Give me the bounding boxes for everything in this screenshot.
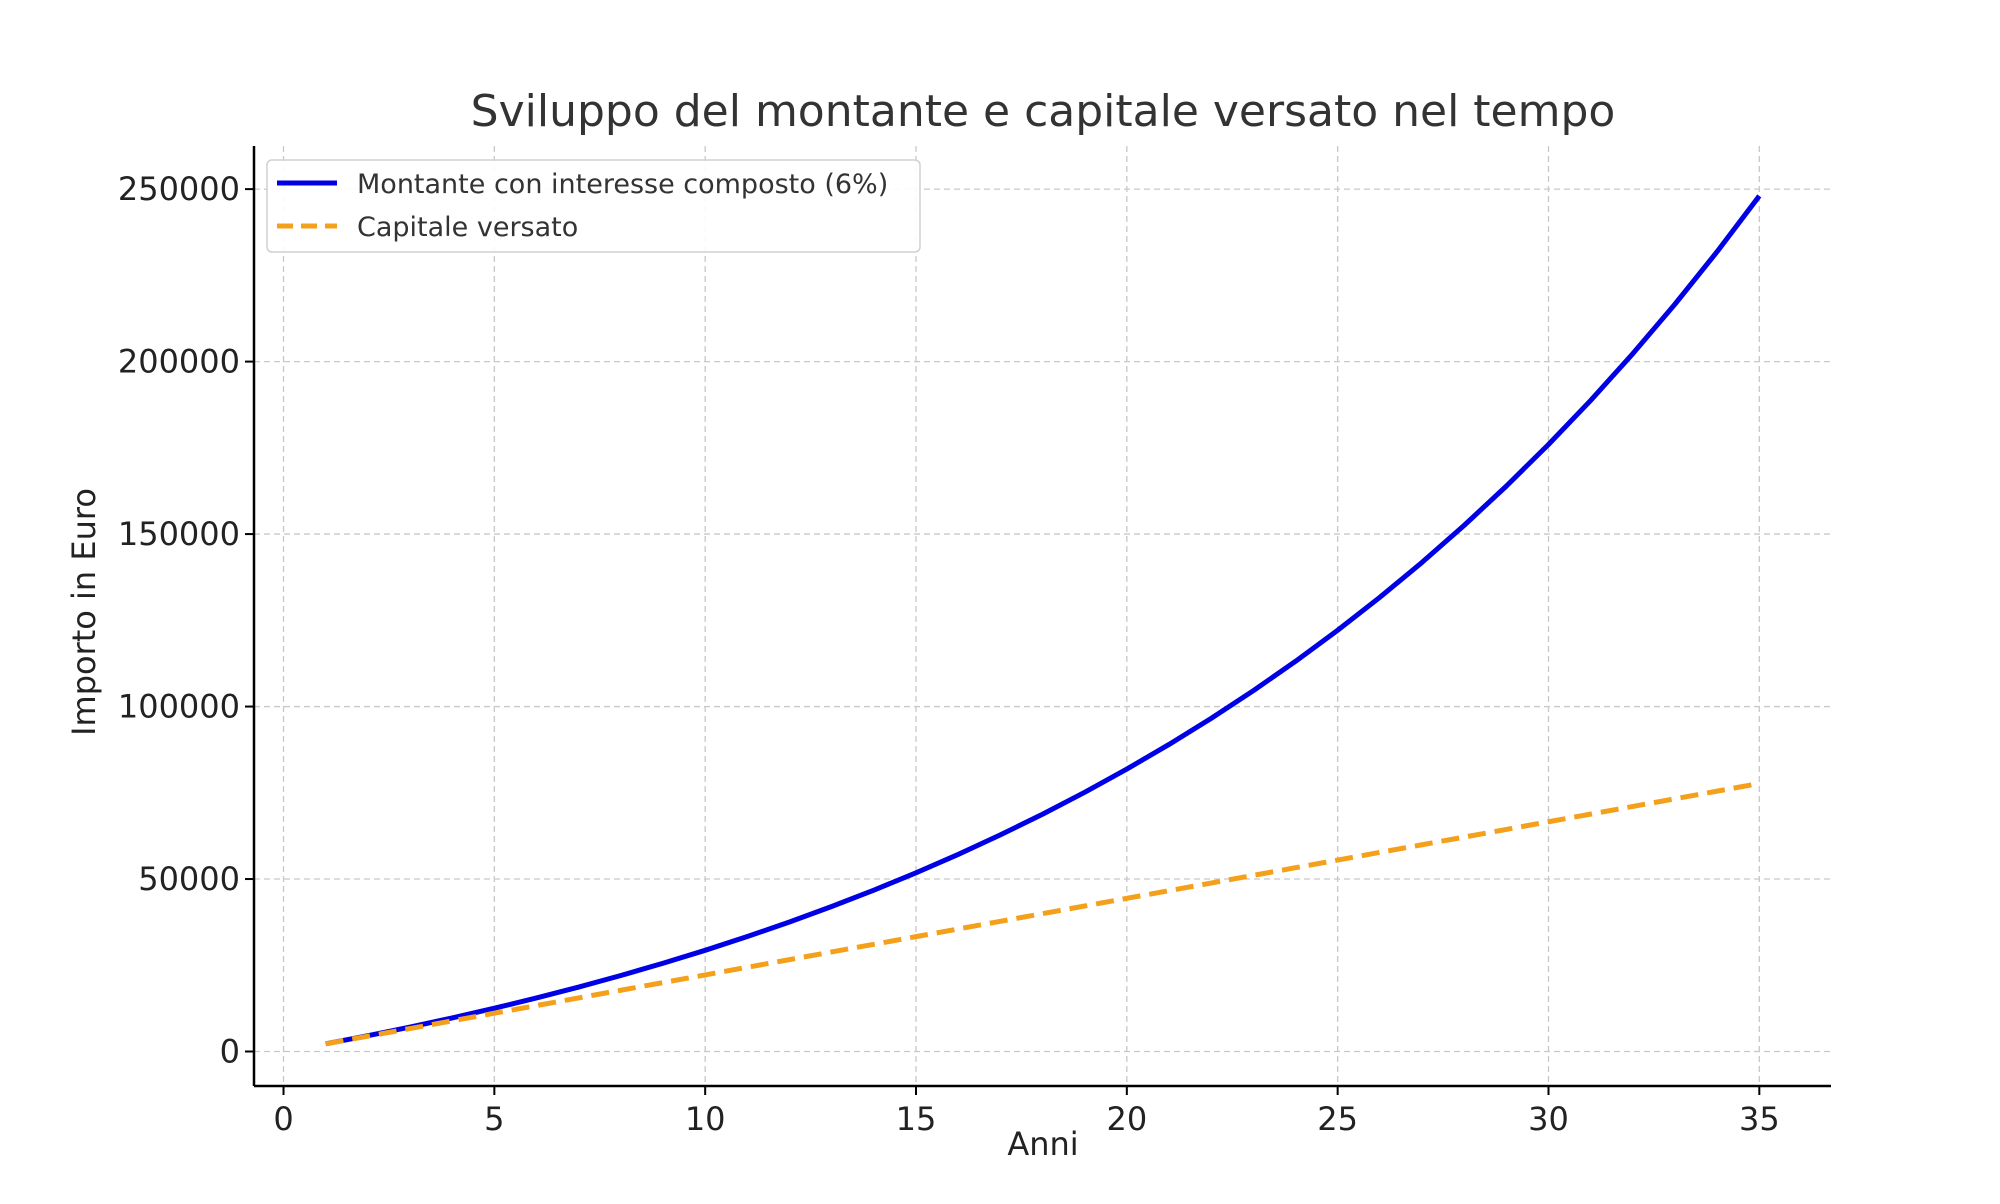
x-tick-label: 0	[273, 1100, 293, 1138]
grid-lines	[254, 146, 1831, 1086]
x-tick-label: 10	[685, 1100, 726, 1138]
y-tick-label: 200000	[118, 343, 240, 381]
x-tick-label: 30	[1528, 1100, 1569, 1138]
series-lines	[325, 194, 1762, 1047]
axes	[252, 146, 1831, 1088]
y-tick-label: 50000	[138, 860, 240, 898]
x-tick-label: 15	[896, 1100, 937, 1138]
x-axis-label: Anni	[1007, 1125, 1078, 1163]
chart-title: Sviluppo del montante e capitale versato…	[471, 86, 1616, 137]
x-tick-label: 20	[1106, 1100, 1147, 1138]
y-tick-label: 250000	[118, 170, 240, 208]
series-line-capitale	[325, 781, 1760, 1047]
legend-label-capitale: Capitale versato	[357, 212, 578, 243]
tick-labels: 0 5 10 15 20 25 30 35 0 50000 100000 150000 200000 25…	[118, 170, 1780, 1138]
y-tick-label: 100000	[118, 688, 240, 726]
legend: Montante con interesse composto (6%) Cap…	[266, 159, 921, 253]
y-tick-label: 150000	[118, 515, 240, 553]
legend-label-montante: Montante con interesse composto (6%)	[357, 169, 888, 200]
x-tick-label: 35	[1739, 1100, 1780, 1138]
x-tick-label: 5	[484, 1100, 504, 1138]
y-tick-label: 0	[220, 1033, 240, 1071]
legend-box	[266, 159, 921, 253]
x-tick-label: 25	[1317, 1100, 1358, 1138]
series-line-montante	[325, 194, 1762, 1047]
y-axis-label: Importo in Euro	[65, 488, 103, 736]
